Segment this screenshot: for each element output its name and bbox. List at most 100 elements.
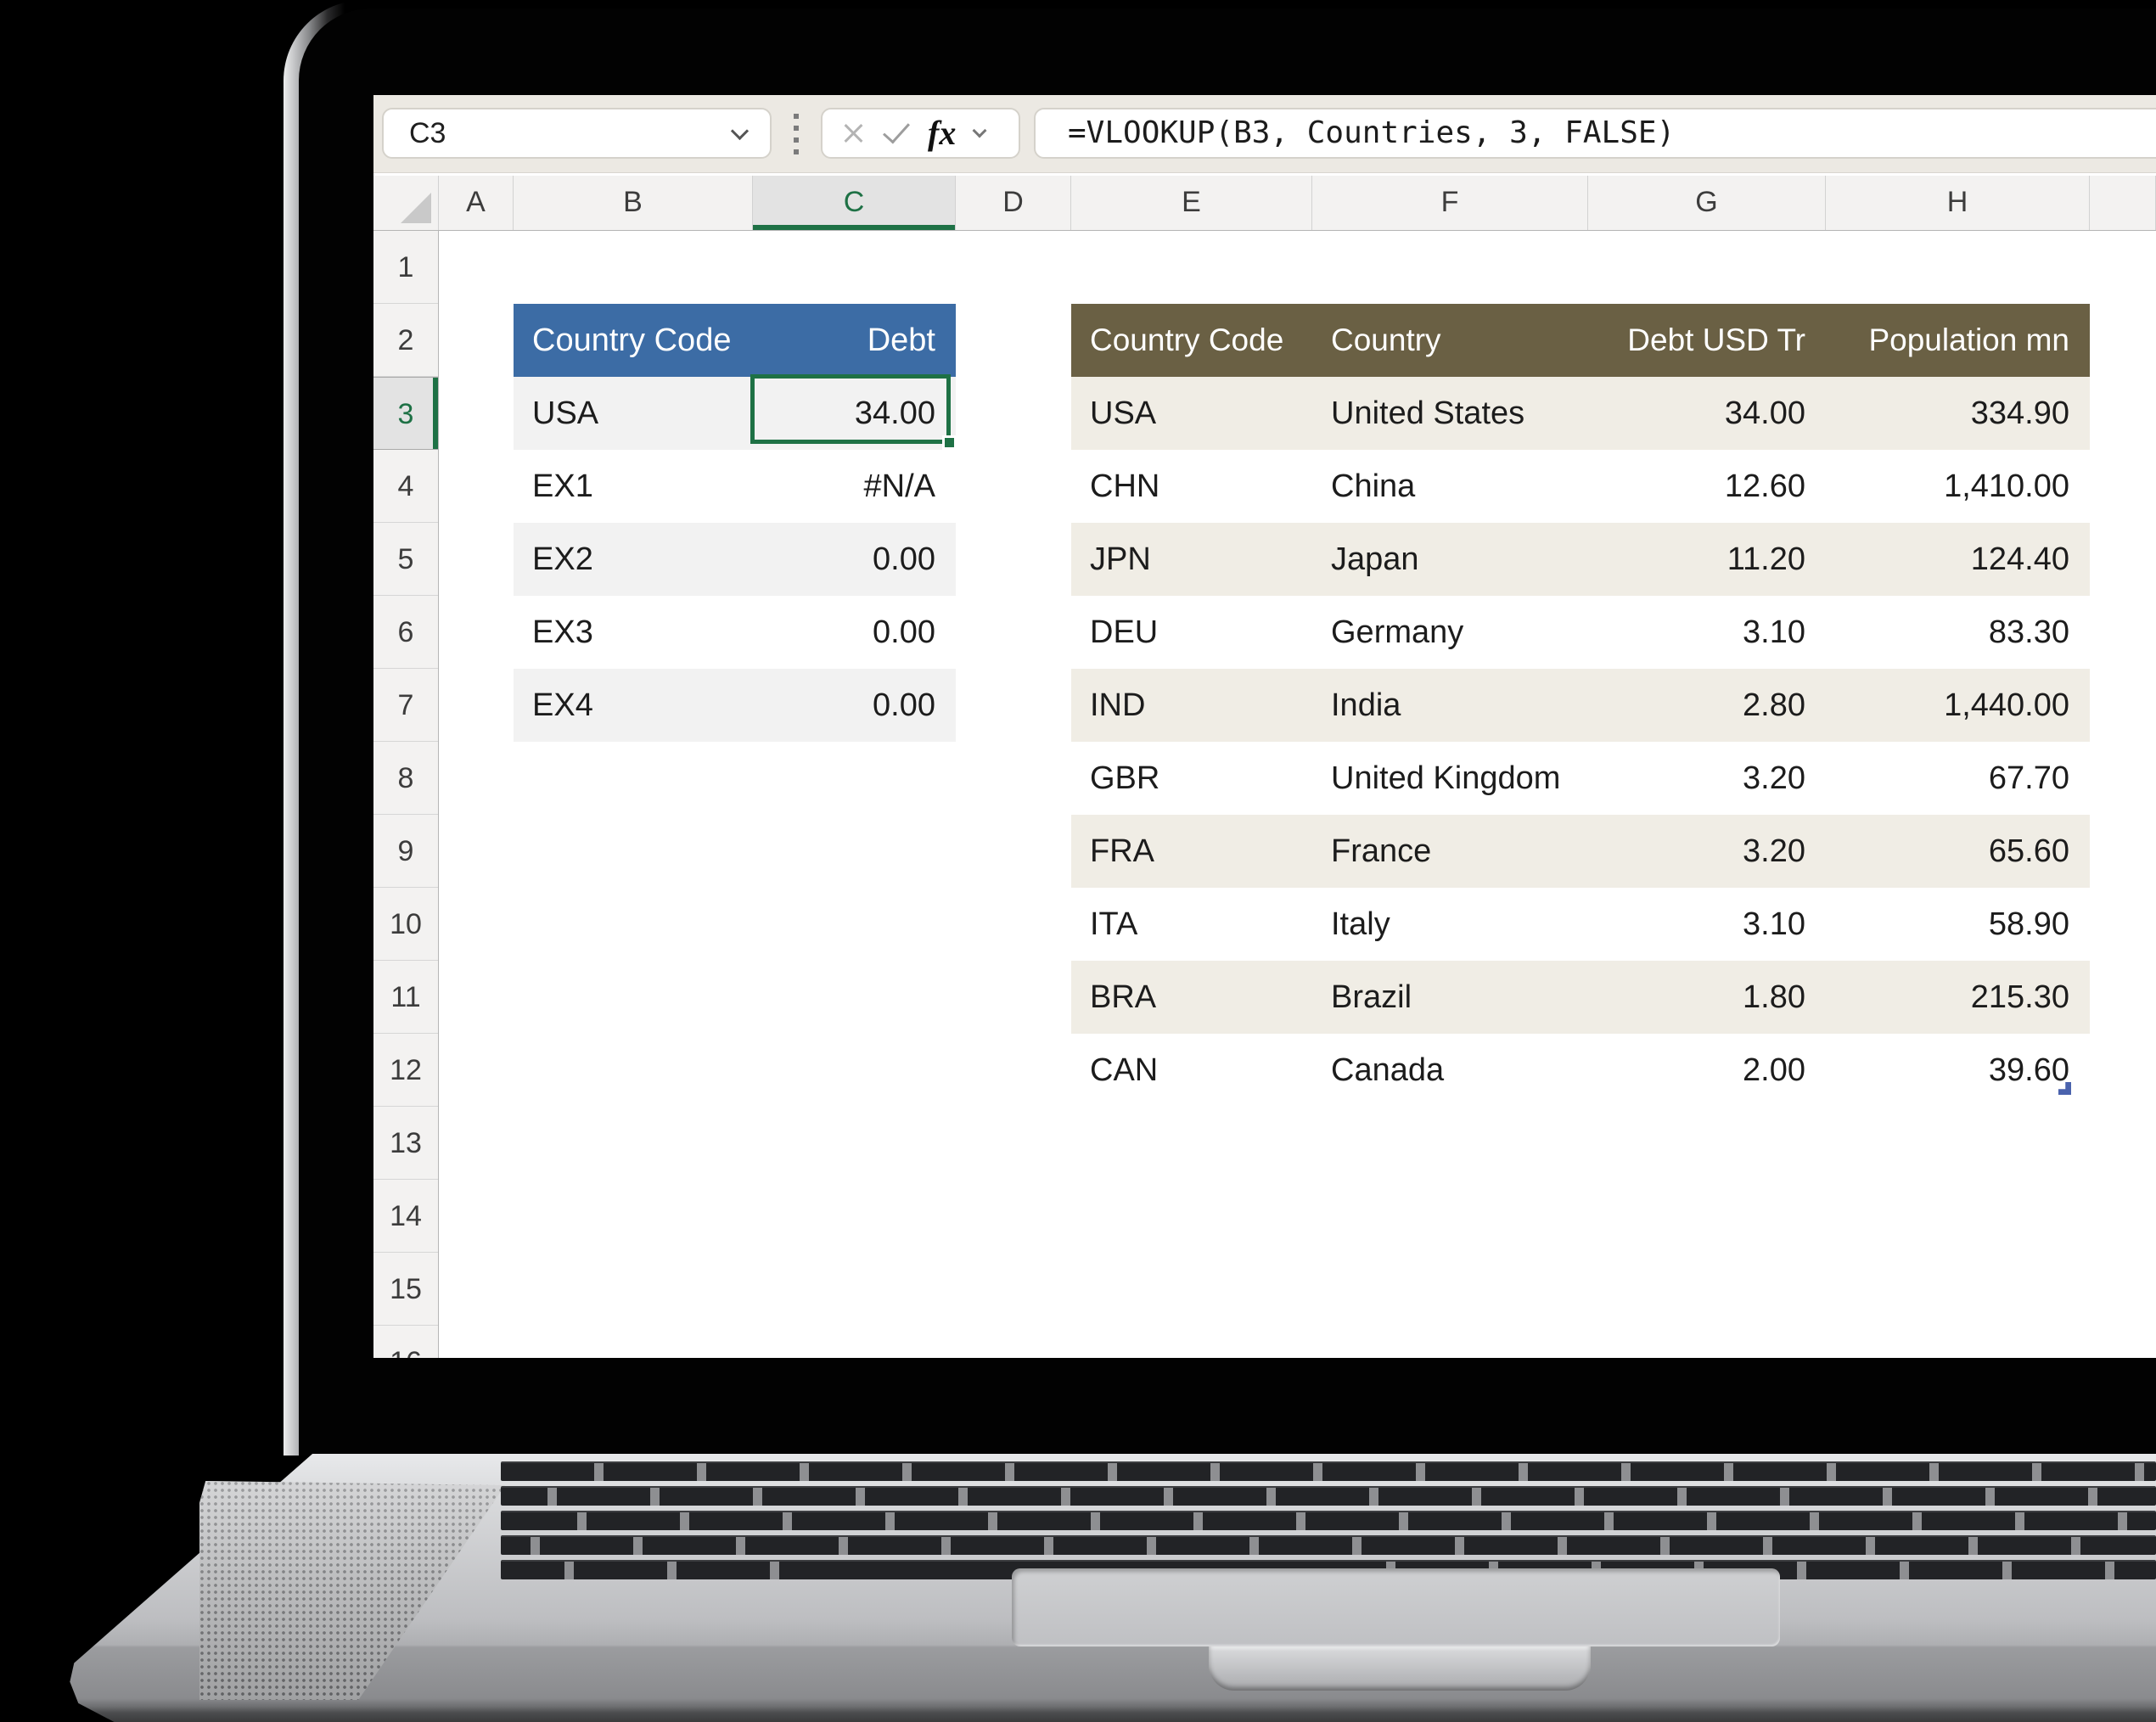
cell-b6[interactable]: EX3	[532, 614, 593, 650]
cell[interactable]: CHN	[1090, 468, 1160, 504]
table-row: EX3 0.00	[514, 596, 956, 669]
cell-c6[interactable]: 0.00	[873, 614, 935, 650]
cell[interactable]: 3.10	[1743, 906, 1805, 942]
cell[interactable]: 124.40	[1970, 541, 2069, 577]
table-row: FRA France 3.20 65.60	[1071, 815, 2090, 888]
row-header-16[interactable]: 16	[373, 1326, 438, 1358]
name-box[interactable]: C3	[382, 108, 772, 159]
column-header-c[interactable]: C	[753, 176, 956, 230]
cell-c3[interactable]: 34.00	[854, 395, 935, 431]
header-cell[interactable]: Population mn	[1868, 323, 2069, 357]
debt-table: Country Code Debt USA 34.00 EX1 #N/A EX2…	[514, 304, 956, 742]
row-header-11[interactable]: 11	[373, 961, 438, 1034]
cell[interactable]: 215.30	[1970, 979, 2069, 1015]
row-header-8[interactable]: 8	[373, 742, 438, 815]
column-headers: A B C D E F G H	[373, 176, 2156, 231]
cell-c5[interactable]: 0.00	[873, 541, 935, 577]
column-header-b[interactable]: B	[514, 176, 753, 230]
header-cell[interactable]: Country Code	[532, 323, 732, 358]
cell-b3[interactable]: USA	[532, 395, 599, 431]
cell[interactable]: United States	[1331, 395, 1525, 431]
column-header-a[interactable]: A	[439, 176, 514, 230]
formula-input[interactable]: =VLOOKUP(B3, Countries, 3, FALSE)	[1034, 108, 2156, 159]
checkmark-icon[interactable]	[883, 115, 910, 144]
cancel-icon[interactable]	[841, 121, 865, 145]
cell[interactable]: Germany	[1331, 614, 1464, 650]
table-row: USA 34.00	[514, 377, 956, 450]
countries-table-header-row: Country Code Country Debt USD Tr Populat…	[1071, 304, 2090, 377]
cell[interactable]: France	[1331, 833, 1432, 869]
header-cell[interactable]: Country	[1331, 323, 1441, 357]
cell-c4[interactable]: #N/A	[863, 468, 935, 504]
fill-handle[interactable]	[942, 435, 957, 450]
cell[interactable]: Canada	[1331, 1052, 1445, 1088]
cell-b4[interactable]: EX1	[532, 468, 593, 504]
cell[interactable]: 11.20	[1726, 541, 1805, 577]
row-header-10[interactable]: 10	[373, 888, 438, 961]
header-cell[interactable]: Debt	[867, 323, 935, 358]
fx-icon[interactable]: fx	[928, 114, 957, 152]
cell[interactable]: IND	[1090, 687, 1146, 723]
cell[interactable]: India	[1331, 687, 1401, 723]
table-row: GBR United Kingdom 3.20 67.70	[1071, 742, 2090, 815]
cell[interactable]: 34.00	[1724, 395, 1805, 431]
cell[interactable]: 67.70	[1988, 760, 2069, 796]
keyboard	[501, 1461, 2156, 1590]
cell[interactable]: CAN	[1090, 1052, 1159, 1088]
table-row: EX4 0.00	[514, 669, 956, 742]
row-header-3[interactable]: 3	[373, 377, 438, 450]
column-header-h[interactable]: H	[1826, 176, 2090, 230]
cell[interactable]: China	[1331, 468, 1416, 504]
row-header-1[interactable]: 1	[373, 231, 438, 304]
column-header-d[interactable]: D	[956, 176, 1071, 230]
row-header-5[interactable]: 5	[373, 523, 438, 596]
cell[interactable]: 3.20	[1743, 833, 1805, 869]
cell[interactable]: 2.00	[1743, 1052, 1805, 1088]
row-header-7[interactable]: 7	[373, 669, 438, 742]
cell-b7[interactable]: EX4	[532, 687, 593, 723]
row-header-4[interactable]: 4	[373, 450, 438, 523]
row-header-15[interactable]: 15	[373, 1253, 438, 1326]
cell[interactable]: 83.30	[1988, 614, 2069, 650]
cell[interactable]: BRA	[1090, 979, 1157, 1015]
cell[interactable]: Italy	[1331, 906, 1390, 942]
cell[interactable]: GBR	[1090, 760, 1160, 796]
header-cell[interactable]: Debt USD Tr	[1627, 323, 1805, 357]
cell[interactable]: 58.90	[1988, 906, 2069, 942]
row-header-14[interactable]: 14	[373, 1180, 438, 1253]
cell[interactable]: DEU	[1090, 614, 1159, 650]
cell[interactable]: Japan	[1331, 541, 1419, 577]
cell[interactable]: 65.60	[1988, 833, 2069, 869]
cell[interactable]: JPN	[1090, 541, 1151, 577]
cell-b5[interactable]: EX2	[532, 541, 593, 577]
header-cell[interactable]: Country Code	[1090, 323, 1284, 357]
cell[interactable]: 3.20	[1743, 760, 1805, 796]
row-header-9[interactable]: 9	[373, 815, 438, 888]
sheet[interactable]: Country Code Debt USA 34.00 EX1 #N/A EX2…	[439, 231, 2156, 1358]
select-all-button[interactable]	[373, 176, 439, 230]
cell-c7[interactable]: 0.00	[873, 687, 935, 723]
cell[interactable]: FRA	[1090, 833, 1154, 869]
cell[interactable]: 1,440.00	[1944, 687, 2069, 723]
cell[interactable]: 1,410.00	[1944, 468, 2069, 504]
cell[interactable]: 3.10	[1743, 614, 1805, 650]
cell[interactable]: Brazil	[1331, 979, 1412, 1015]
row-header-2[interactable]: 2	[373, 304, 438, 377]
column-header-partial[interactable]	[2090, 176, 2156, 230]
chevron-down-icon[interactable]	[730, 121, 750, 141]
column-header-f[interactable]: F	[1312, 176, 1588, 230]
cell[interactable]: 39.60	[1988, 1052, 2069, 1088]
row-header-6[interactable]: 6	[373, 596, 438, 669]
column-header-e[interactable]: E	[1071, 176, 1312, 230]
cell[interactable]: 1.80	[1743, 979, 1805, 1015]
cell[interactable]: ITA	[1090, 906, 1138, 942]
row-header-13[interactable]: 13	[373, 1107, 438, 1180]
cell[interactable]: 334.90	[1970, 395, 2069, 431]
column-header-g[interactable]: G	[1588, 176, 1826, 230]
cell[interactable]: 12.60	[1724, 468, 1805, 504]
cell[interactable]: United Kingdom	[1331, 760, 1561, 796]
chevron-down-icon[interactable]	[972, 123, 987, 138]
cell[interactable]: USA	[1090, 395, 1157, 431]
row-header-12[interactable]: 12	[373, 1034, 438, 1107]
cell[interactable]: 2.80	[1743, 687, 1805, 723]
